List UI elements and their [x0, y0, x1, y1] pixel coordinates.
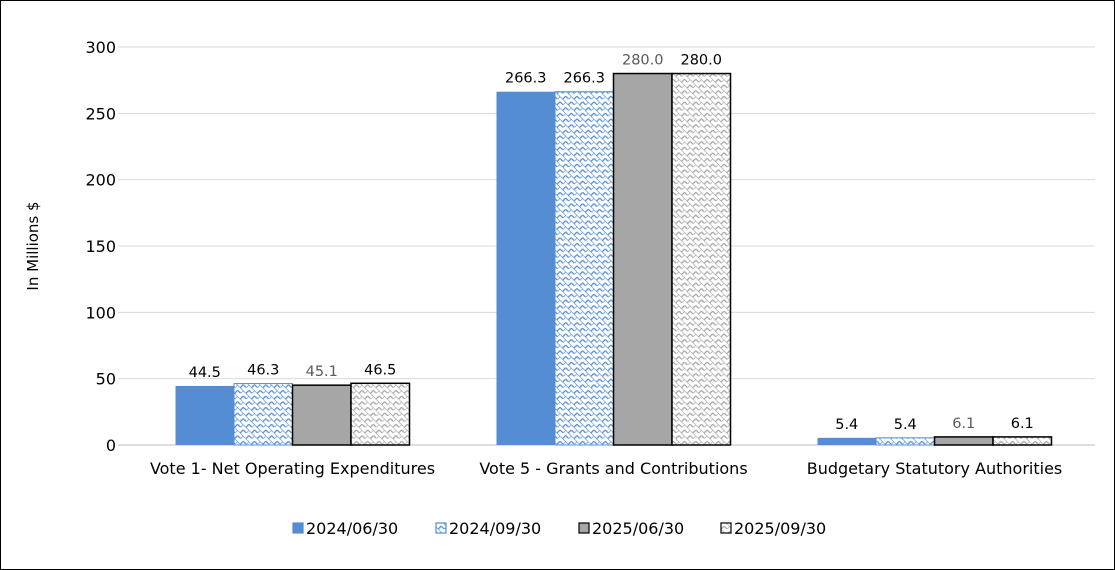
data-label: 46.5 — [364, 362, 396, 378]
data-label: 266.3 — [563, 71, 605, 87]
legend-label: 2024/06/30 — [306, 519, 398, 538]
data-label: 46.3 — [247, 363, 279, 379]
bar — [875, 437, 935, 446]
y-tick-label: 200 — [85, 171, 116, 190]
legend-swatch — [720, 522, 732, 534]
data-label: 6.1 — [1011, 416, 1034, 432]
bar — [933, 436, 994, 446]
legend-swatch — [578, 522, 590, 534]
data-label: 5.4 — [894, 417, 917, 433]
bar — [612, 72, 673, 446]
bar — [496, 91, 555, 445]
data-label: 5.4 — [835, 417, 858, 433]
y-tick-label: 300 — [85, 38, 116, 57]
bar — [554, 91, 614, 446]
data-label: 6.1 — [952, 416, 975, 432]
legend-item: 2025/09/30 — [720, 519, 826, 538]
bar — [233, 383, 293, 446]
bar — [817, 437, 876, 445]
data-label: 45.1 — [306, 364, 338, 380]
y-tick-label: 50 — [96, 370, 116, 389]
legend-item: 2024/06/30 — [292, 519, 398, 538]
y-tick-label: 250 — [85, 104, 116, 123]
data-label: 44.5 — [189, 365, 221, 381]
data-label: 266.3 — [505, 71, 547, 87]
data-label: 280.0 — [680, 53, 722, 69]
bar — [175, 385, 234, 445]
bar — [291, 384, 352, 446]
legend-label: 2024/09/30 — [449, 519, 541, 538]
legend-item: 2025/06/30 — [578, 519, 684, 538]
bar — [671, 72, 732, 446]
y-tick-label: 0 — [106, 436, 116, 455]
legend-label: 2025/09/30 — [734, 519, 826, 538]
legend-swatch — [435, 522, 447, 534]
legend-swatch — [292, 522, 304, 534]
bar — [350, 382, 411, 446]
x-tick-label: Vote 5 - Grants and Contributions — [479, 459, 747, 478]
x-tick-label: Vote 1- Net Operating Expenditures — [150, 459, 435, 478]
legend-item: 2024/09/30 — [435, 519, 541, 538]
y-axis-label: In Millions $ — [24, 201, 42, 290]
y-tick-label: 100 — [85, 303, 116, 322]
y-tick-label: 150 — [85, 237, 116, 256]
x-tick-label: Budgetary Statutory Authorities — [807, 459, 1063, 478]
data-label: 280.0 — [622, 53, 664, 69]
bar — [992, 436, 1053, 446]
legend-label: 2025/06/30 — [592, 519, 684, 538]
